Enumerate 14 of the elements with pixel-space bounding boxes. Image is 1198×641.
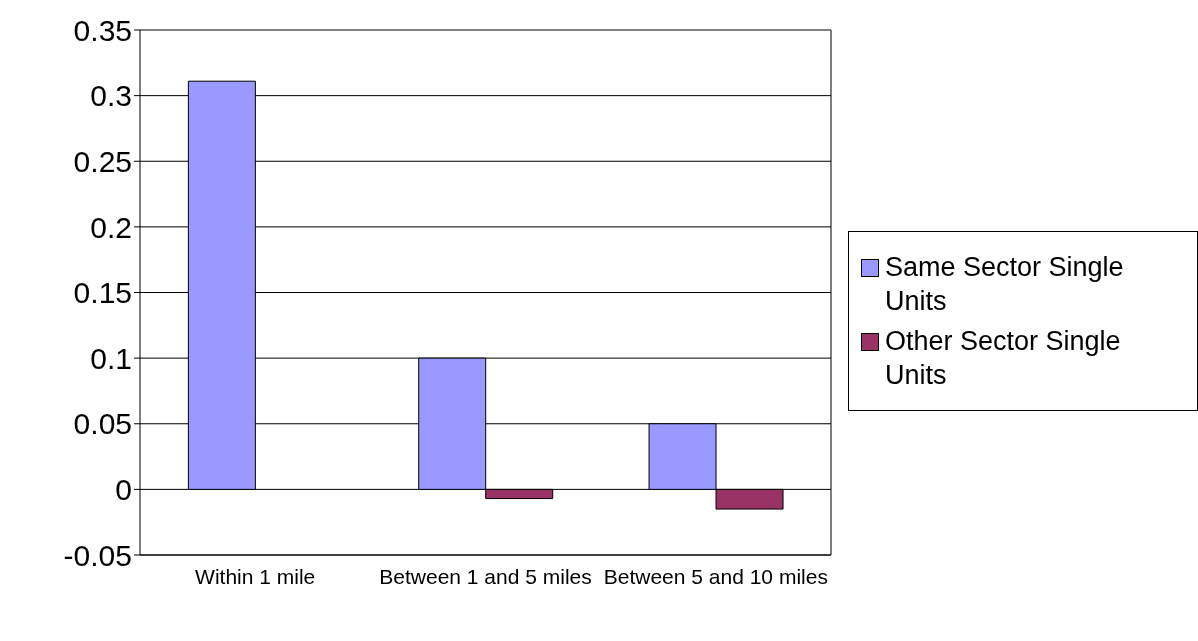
y-tick-label: 0.15: [73, 276, 132, 310]
y-tick-label: 0.2: [90, 210, 132, 244]
x-tick-label: Between 1 and 5 miles: [379, 564, 592, 588]
y-tick-label: 0: [115, 473, 132, 507]
x-tick-label: Between 5 and 10 miles: [603, 564, 828, 588]
y-tick-label: 0.05: [73, 407, 132, 441]
legend-label: Other Sector Single Units: [885, 324, 1122, 392]
x-tick-label: Within 1 mile: [195, 564, 316, 588]
legend-label: Same Sector Single Units: [885, 250, 1125, 318]
y-tick-label: 0.25: [73, 144, 132, 178]
y-tick-label: 0.1: [90, 341, 132, 375]
y-tick-label: 0.35: [73, 13, 132, 47]
y-tick-label: -0.05: [63, 538, 132, 572]
y-tick-label: 0.3: [90, 79, 132, 113]
